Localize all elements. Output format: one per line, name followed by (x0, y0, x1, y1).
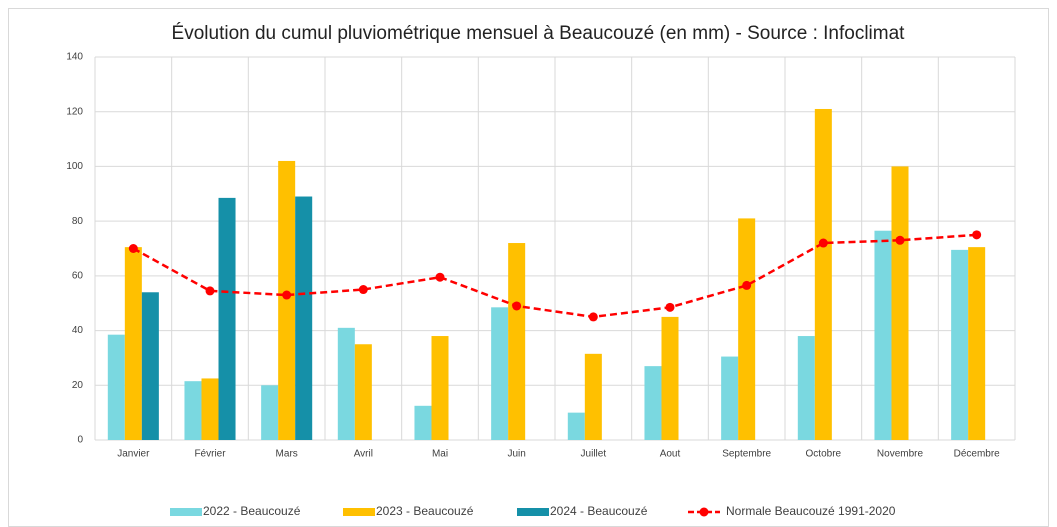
x-tick-label: Mai (432, 449, 448, 460)
line-marker (358, 285, 368, 295)
bar (124, 247, 142, 440)
bar (491, 307, 509, 440)
x-tick-label: Mars (276, 449, 298, 460)
line-marker (742, 280, 752, 290)
line-marker (128, 244, 138, 253)
legend-label: Normale Beaucouzé 1991-2020 (726, 504, 896, 518)
y-tick-label: 40 (72, 325, 84, 336)
line-marker (512, 301, 522, 311)
bar (874, 230, 892, 440)
x-tick-label: Janvier (117, 449, 150, 460)
x-tick-label: Décembre (954, 449, 1001, 460)
y-tick-label: 140 (66, 52, 83, 63)
y-tick-label: 20 (72, 380, 84, 391)
x-tick-label: Avril (354, 449, 373, 460)
y-tick-label: 0 (77, 435, 83, 446)
bar (797, 336, 815, 440)
x-tick-label: Novembre (877, 449, 924, 460)
bar (738, 218, 756, 440)
bar (721, 356, 739, 440)
bar (644, 366, 662, 440)
bar (201, 378, 219, 440)
y-tick-label: 80 (72, 216, 84, 227)
x-tick-label: Février (194, 449, 226, 460)
legend-marker (699, 507, 709, 517)
bar (968, 247, 986, 440)
legend-label: 2022 - Beaucouzé (203, 504, 301, 518)
bar (567, 412, 585, 440)
line-marker (435, 272, 445, 282)
x-tick-label: Aout (660, 449, 681, 460)
bar (891, 166, 909, 440)
bar (661, 316, 679, 440)
line-marker (818, 238, 828, 248)
bar (414, 405, 432, 440)
y-tick-label: 100 (66, 161, 83, 172)
bar (107, 334, 125, 440)
x-tick-label: Juillet (581, 449, 607, 460)
legend-swatch (343, 508, 375, 516)
bar (584, 353, 602, 440)
bar (295, 196, 313, 440)
x-tick-label: Juin (507, 449, 525, 460)
chart-title: Évolution du cumul pluviométrique mensue… (172, 23, 906, 44)
line-marker (665, 302, 675, 312)
bar (431, 336, 449, 440)
bar (354, 344, 372, 440)
line-marker (972, 230, 982, 240)
bar (337, 327, 355, 440)
line-marker (588, 312, 598, 322)
bar (278, 160, 296, 440)
bar (951, 249, 969, 440)
bar (141, 292, 159, 440)
legend-swatch (170, 508, 202, 516)
legend-label: 2023 - Beaucouzé (376, 504, 474, 518)
bar (261, 385, 279, 440)
bar (508, 243, 526, 440)
bar (218, 197, 236, 440)
line-marker (205, 286, 215, 296)
legend-label: 2024 - Beaucouzé (550, 504, 648, 518)
x-tick-label: Septembre (722, 449, 771, 460)
x-tick-label: Octobre (806, 449, 842, 460)
y-tick-label: 120 (66, 106, 83, 117)
bar (184, 381, 202, 440)
legend-swatch (517, 508, 549, 516)
line-marker (895, 235, 905, 245)
line-marker (282, 290, 292, 300)
bar (814, 108, 832, 440)
y-tick-label: 60 (72, 270, 84, 281)
